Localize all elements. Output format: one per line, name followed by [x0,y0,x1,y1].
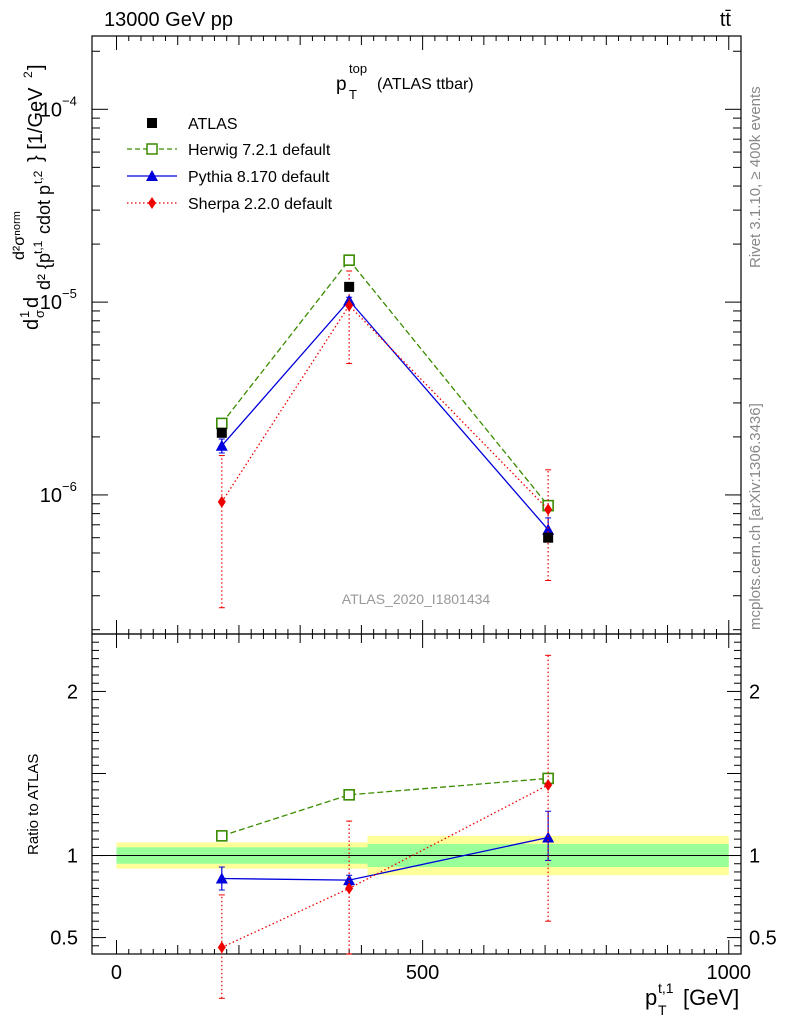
ratio-y-tick-label: 2 [67,681,78,703]
main-line-herwig [221,259,549,507]
ratio-y-tick-label-right: 0.5 [749,928,777,950]
main-y-tick-exponent: −4 [62,93,77,108]
ratio-point-herwig [216,830,228,842]
x-tick-label: 1000 [707,962,752,984]
ratio-point-pythia [215,872,228,884]
main-y-tick-exponent: −5 [62,286,77,301]
uncertainty-bands [92,835,741,876]
title-sup: top [349,61,367,76]
plot-title: p T top (ATLAS ttbar) [336,61,474,102]
main-series-atlas [216,281,554,543]
ratio-point-sherpa [345,882,354,895]
ratio-y-tick-label: 1 [67,846,78,868]
main-line-pythia [221,299,549,531]
ylabel-unit-sup: 2 [21,71,35,78]
xlabel-sub: T [658,1002,667,1018]
title-sub: T [349,87,357,102]
legend-entry-herwig: Herwig 7.2.1 default [127,142,331,159]
main-point-atlas [344,281,355,292]
ratio-line-herwig [221,777,549,837]
ratio-y-tick-label: 0.5 [50,928,78,950]
legend-label-pythia: Pythia 8.170 default [188,169,330,186]
legend-entry-sherpa: Sherpa 2.2.0 default [127,196,333,213]
ratio-point-sherpa [544,778,553,791]
main-y-tick-label: 10 [40,99,62,121]
xlabel-p: p [645,985,657,1010]
ylabel-sigma: σ [32,310,47,318]
legend: ATLAS Herwig 7.2.1 default Pythia 8.170 … [127,116,333,213]
legend-entry-pythia: Pythia 8.170 default [127,169,330,186]
main-y-tick-exponent: −6 [62,479,77,494]
legend-label-herwig: Herwig 7.2.1 default [188,142,331,159]
ylabel-denominator: d² {p [34,253,54,290]
main-point-sherpa [217,495,226,508]
main-point-sherpa [544,503,553,516]
ylabel-unit: } [1/GeV [25,87,47,162]
ylabel-unit-end: ] [25,64,47,70]
ratio-point-herwig [343,789,355,801]
main-point-sherpa [345,299,354,312]
ratio-y-tick-label-right: 1 [749,846,760,868]
main-y-tick-label: 10 [40,292,62,314]
ylabel-numerator: d²σⁿᵒʳᵐ [11,211,28,260]
main-panel-series [215,254,555,609]
title-main: p [336,74,347,95]
ylabel-d2: d [21,297,43,308]
ylabel-denominator-mid: cdot p [34,185,54,234]
header-energy-label: 13000 GeV pp [104,9,233,31]
main-point-herwig [343,254,355,266]
analysis-id-label: ATLAS_2020_I1801434 [342,591,491,607]
header-process-label: tt̄ [720,9,732,31]
legend-marker-pythia [146,170,158,181]
main-y-tick-label: 10 [40,485,62,507]
ratio-y-axis-label: Ratio to ATLAS [25,754,42,855]
ylabel-frac: 1 [17,311,32,318]
legend-marker-sherpa [148,197,156,209]
main-point-atlas [543,532,554,543]
main-y-axis-label: d 1 σ d d²σⁿᵒʳᵐ d² {p t,1 cdot p t,2 } [… [11,64,54,330]
title-suffix: (ATLAS ttbar) [377,76,474,93]
ratio-series-sherpa [217,654,553,999]
xlabel-unit: [GeV] [683,985,739,1010]
legend-marker-herwig [146,143,158,155]
ylabel-denominator-sup2: t,2 [31,170,45,184]
legend-label-sherpa: Sherpa 2.2.0 default [188,196,333,213]
ratio-panel-frame [91,633,742,955]
main-series-herwig [216,254,554,512]
main-series-pythia [215,294,555,540]
legend-entry-atlas: ATLAS [147,116,238,133]
ratio-point-sherpa [217,941,226,954]
main-line-sherpa [221,304,549,510]
main-point-herwig [216,417,228,430]
main-series-sherpa [217,270,553,609]
main-point-pythia [542,523,555,535]
legend-marker-atlas [147,118,157,128]
main-point-atlas [216,427,227,438]
ratio-point-pythia [343,874,356,886]
ylabel-d: d [21,319,43,330]
rivet-version-label: Rivet 3.1.10, ≥ 400k events [747,86,764,268]
ratio-series-herwig [216,772,554,842]
x-axis-label: p T t,1 [GeV] [645,980,739,1018]
main-point-pythia [215,439,228,451]
legend-label-atlas: ATLAS [188,116,238,133]
x-tick-label: 0 [111,962,122,984]
ylabel-denominator-sup: t,1 [31,240,45,254]
ratio-y-tick-label-right: 2 [749,681,760,703]
mcplots-citation-label: mcplots.cern.ch [arXiv:1306.3436] [747,403,764,630]
ratio-panel-series [215,654,555,999]
axes-frames [91,35,742,955]
xlabel-sup: t,1 [658,980,674,996]
x-tick-label: 500 [406,962,439,984]
